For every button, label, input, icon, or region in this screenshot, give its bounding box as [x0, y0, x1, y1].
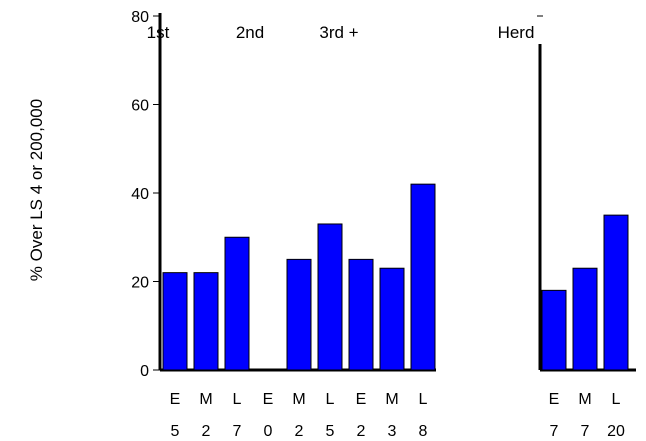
x-category-label: E: [170, 391, 181, 408]
bar: [572, 267, 598, 371]
count-label: 8: [419, 423, 428, 440]
count-label: 2: [295, 423, 304, 440]
y-tick-label: 60: [131, 98, 149, 115]
bar: [603, 214, 629, 371]
x-category-label: E: [549, 391, 560, 408]
group-label: 1st: [147, 23, 170, 42]
bars: [162, 183, 629, 371]
count-label: 7: [233, 423, 242, 440]
count-label: 20: [607, 423, 625, 440]
y-axis-label: % Over LS 4 or 200,000: [27, 99, 46, 281]
y-tick-label: 0: [140, 363, 149, 380]
bar: [348, 258, 374, 371]
x-category-label: E: [263, 391, 274, 408]
y-tick-label: 80: [131, 9, 149, 26]
bar: [162, 272, 188, 371]
x-category-label: M: [292, 391, 305, 408]
bar: [410, 183, 436, 371]
x-category-label: L: [233, 391, 242, 408]
count-label: 0: [264, 423, 273, 440]
y-tick-label: 20: [131, 275, 149, 292]
count-label: 2: [357, 423, 366, 440]
y-tick-label: 40: [131, 186, 149, 203]
bar: [317, 223, 343, 371]
count-label: 2: [202, 423, 211, 440]
group-label: Herd: [498, 23, 535, 42]
x-category-label: L: [326, 391, 335, 408]
count-label: 5: [326, 423, 335, 440]
count-label: 7: [581, 423, 590, 440]
x-category-label: L: [419, 391, 428, 408]
bar: [224, 236, 250, 371]
bar: [541, 289, 567, 371]
x-category-label: M: [385, 391, 398, 408]
count-label: 7: [550, 423, 559, 440]
x-category-label: M: [199, 391, 212, 408]
group-label: 2nd: [236, 23, 264, 42]
count-label: 3: [388, 423, 397, 440]
bar: [379, 267, 405, 371]
x-category-label: M: [578, 391, 591, 408]
count-label: 5: [171, 423, 180, 440]
bar: [286, 258, 312, 371]
group-label: 3rd +: [319, 23, 358, 42]
x-category-label: E: [356, 391, 367, 408]
bar: [193, 272, 219, 371]
x-category-label: L: [612, 391, 621, 408]
